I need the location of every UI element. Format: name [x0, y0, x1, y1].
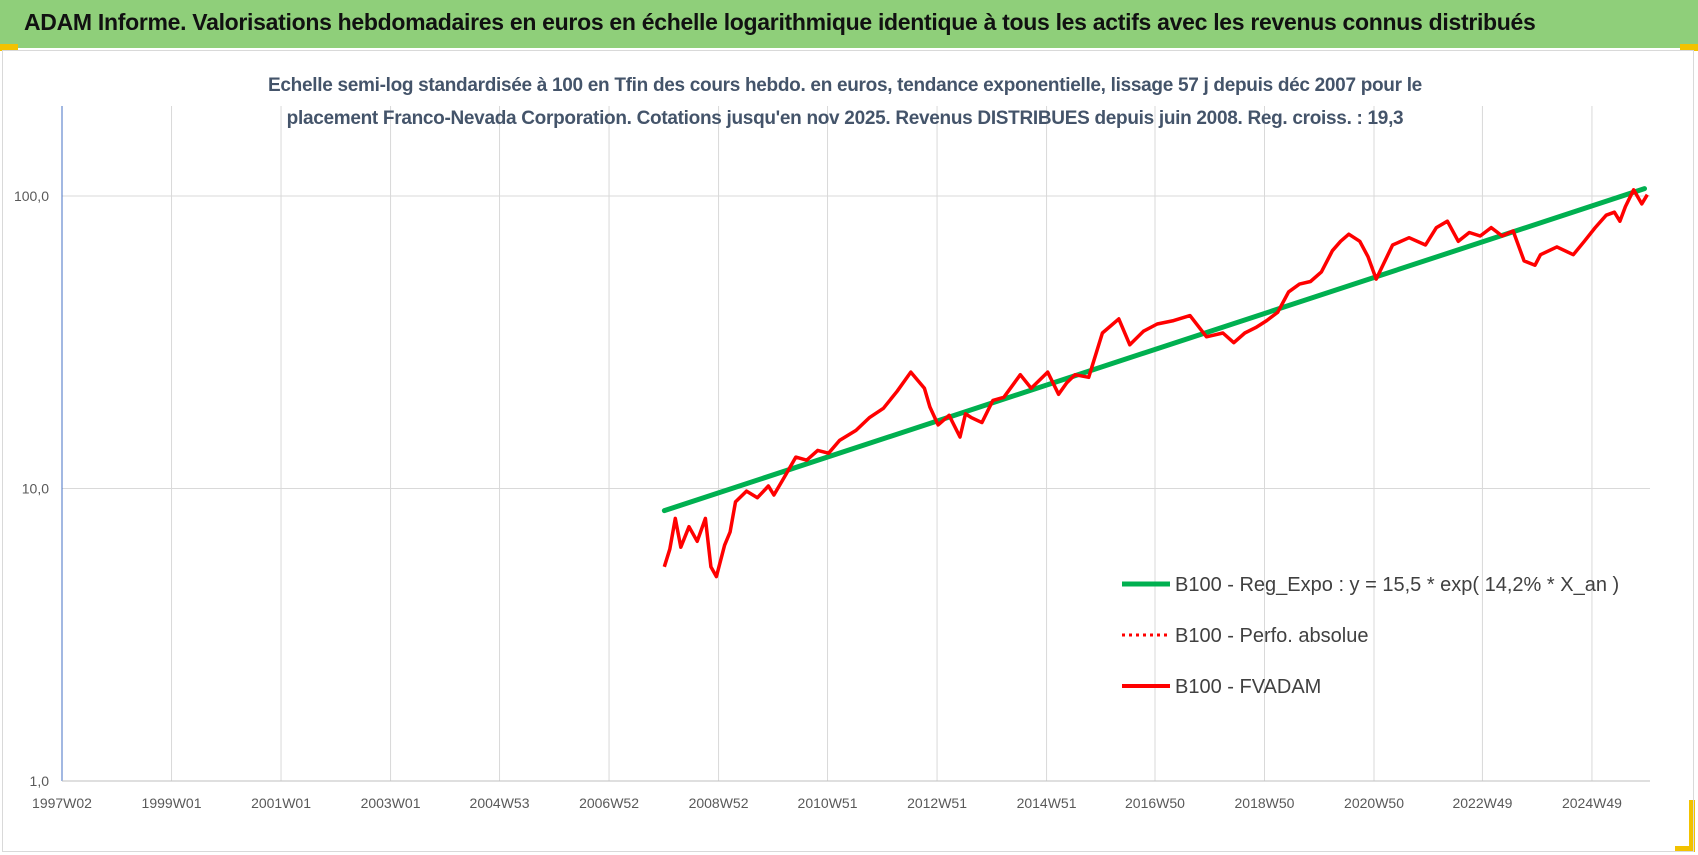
- x-tick-label: 2004W53: [470, 795, 530, 811]
- y-tick-label: 100,0: [14, 188, 49, 204]
- x-tick-label: 2008W52: [689, 795, 749, 811]
- legend-label: B100 - FVADAM: [1175, 676, 1321, 698]
- header-banner: ADAM Informe. Valorisations hebdomadaire…: [0, 0, 1698, 48]
- x-tick-label: 1999W01: [142, 795, 202, 811]
- corner-marker-bottom-right-base: [1675, 846, 1695, 852]
- legend-label: B100 - Perfo. absolue: [1175, 625, 1368, 647]
- x-tick-label: 2010W51: [798, 795, 858, 811]
- corner-marker-bottom-right: [1689, 800, 1695, 852]
- x-tick-label: 2001W01: [251, 795, 311, 811]
- x-tick-label: 2014W51: [1017, 795, 1077, 811]
- corner-marker-top-right: [1680, 44, 1698, 51]
- legend-label: B100 - Reg_Expo : y = 15,5 * exp( 14,2% …: [1175, 574, 1619, 596]
- x-tick-label: 2022W49: [1452, 795, 1512, 811]
- chart-frame: [2, 50, 1694, 852]
- y-tick-label: 10,0: [22, 481, 49, 497]
- x-tick-label: 2003W01: [361, 795, 421, 811]
- trend-line-series: [661, 186, 1648, 514]
- x-tick-label: 2012W51: [907, 795, 967, 811]
- x-tick-label: 2018W50: [1235, 795, 1295, 811]
- y-tick-label: 1,0: [30, 773, 50, 789]
- chart-title-line-2: placement Franco-Nevada Corporation. Cot…: [286, 108, 1404, 129]
- corner-marker-top-left: [0, 44, 18, 51]
- page-title: ADAM Informe. Valorisations hebdomadaire…: [24, 9, 1536, 35]
- fvadam-series-line: [662, 188, 1649, 579]
- chart-title-line-1: Echelle semi-log standardisée à 100 en T…: [268, 75, 1422, 96]
- x-tick-label: 2006W52: [579, 795, 639, 811]
- x-tick-label: 1997W02: [32, 795, 92, 811]
- x-tick-label: 2016W50: [1125, 795, 1185, 811]
- x-tick-label: 2024W49: [1562, 795, 1622, 811]
- x-tick-label: 2020W50: [1344, 795, 1404, 811]
